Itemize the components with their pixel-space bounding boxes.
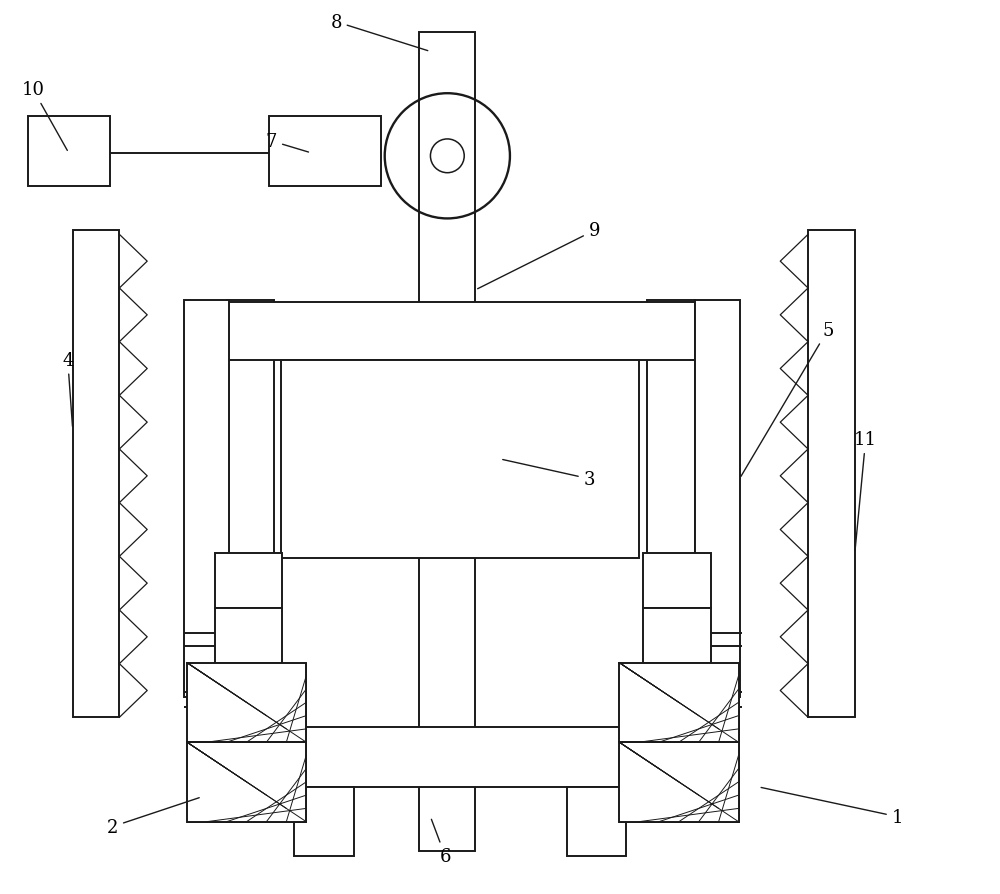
Bar <box>567 787 626 856</box>
Text: 3: 3 <box>503 460 595 488</box>
Bar <box>73 231 119 718</box>
Text: 7: 7 <box>266 133 309 153</box>
Bar <box>619 663 739 742</box>
Text: 4: 4 <box>62 351 73 426</box>
Bar <box>643 608 711 663</box>
Text: 2: 2 <box>107 797 199 836</box>
Bar <box>187 663 306 742</box>
Bar <box>419 32 475 851</box>
Bar <box>215 553 282 608</box>
Text: 11: 11 <box>854 431 877 551</box>
Bar <box>808 231 855 718</box>
Bar <box>643 553 711 608</box>
Bar <box>281 360 639 559</box>
Bar <box>269 117 381 187</box>
Bar <box>227 728 695 787</box>
Bar <box>184 300 229 697</box>
Bar <box>619 742 739 822</box>
Text: 6: 6 <box>431 820 451 865</box>
Bar <box>187 742 306 822</box>
Bar <box>647 300 695 728</box>
Text: 8: 8 <box>330 13 428 52</box>
Bar <box>294 787 354 856</box>
Bar <box>695 300 740 697</box>
Bar <box>227 300 274 728</box>
Text: 5: 5 <box>741 321 834 477</box>
Text: 9: 9 <box>478 222 600 290</box>
Bar <box>215 608 282 663</box>
Bar <box>227 302 695 360</box>
Bar <box>28 117 110 187</box>
Text: 1: 1 <box>761 788 903 826</box>
Text: 10: 10 <box>21 81 67 151</box>
